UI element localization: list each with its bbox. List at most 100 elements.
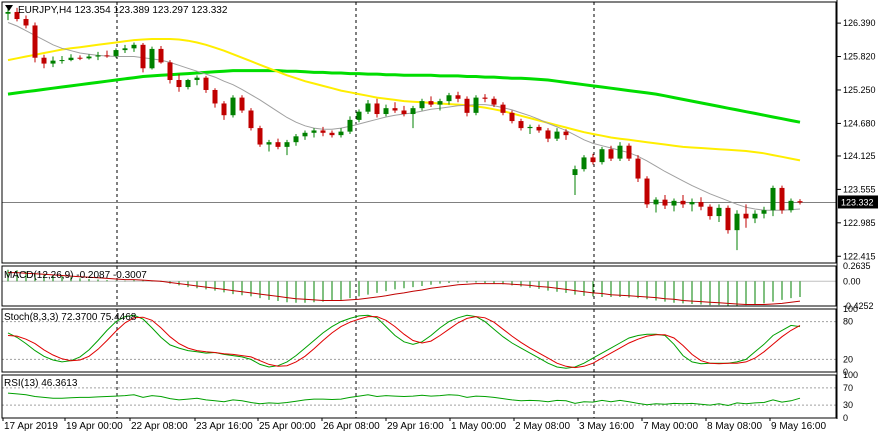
time-tick-label: 3 May 16:00 xyxy=(579,421,634,432)
ma-slow-line xyxy=(7,69,801,124)
time-tick-label: 23 Apr 16:00 xyxy=(196,421,253,432)
candle-body xyxy=(77,57,83,59)
stochastic-panel[interactable] xyxy=(2,309,836,372)
candle-body xyxy=(734,213,740,231)
candle-body xyxy=(14,11,20,20)
candle-body xyxy=(32,25,38,58)
candle-body xyxy=(662,199,668,206)
candle-body xyxy=(536,126,542,131)
candle-body xyxy=(140,44,146,69)
candle-body xyxy=(311,130,317,133)
candle-body xyxy=(131,44,137,49)
time-tick-label: 26 Apr 08:00 xyxy=(323,421,380,432)
candle-body xyxy=(230,97,236,116)
candle-body xyxy=(293,136,299,143)
rsi-tick-label: 30 xyxy=(843,400,853,410)
candle-body xyxy=(509,112,515,122)
candle-body xyxy=(518,121,524,129)
candle-body xyxy=(752,213,758,219)
candle-body xyxy=(221,103,227,116)
rsi-panel[interactable] xyxy=(2,375,836,418)
candle-body xyxy=(635,158,641,179)
candle-body xyxy=(779,187,785,211)
time-tick-label: 8 May 08:00 xyxy=(707,421,762,432)
panel-frame-macd xyxy=(1,265,837,307)
candle-body xyxy=(491,98,497,105)
price-tick-label: 125.820 xyxy=(843,52,876,62)
candle-body xyxy=(185,80,191,88)
candle-body xyxy=(500,104,506,113)
candle-body xyxy=(41,57,47,64)
stoch-tick-label: 0 xyxy=(843,367,848,377)
candle-body xyxy=(176,80,182,88)
candle-body xyxy=(86,56,92,59)
rsi-label: RSI(13) 46.3613 xyxy=(4,378,78,389)
candle-body xyxy=(329,132,335,136)
price-panel[interactable] xyxy=(2,2,836,263)
current-price-box xyxy=(838,195,878,209)
candle-body xyxy=(464,98,470,113)
rsi-tick-label: 70 xyxy=(843,383,853,393)
price-tick-label: 125.250 xyxy=(843,85,876,95)
candle-body xyxy=(788,200,794,211)
candle-body xyxy=(545,130,551,139)
candle-body xyxy=(347,119,353,132)
candle-body xyxy=(50,60,56,64)
macd-tick-label: -0.4252 xyxy=(843,301,874,311)
candle-body xyxy=(302,132,308,137)
candle-body xyxy=(410,108,416,115)
rsi-line xyxy=(7,392,801,407)
candle-body xyxy=(644,178,650,205)
candle-body xyxy=(158,48,164,63)
time-tick-label: 17 Apr 2019 xyxy=(4,421,58,432)
stoch-signal-line xyxy=(7,316,801,369)
panel-frame-rsi xyxy=(1,374,837,419)
macd-label: MACD(12,26,9) -0.2087 -0.3007 xyxy=(4,270,147,281)
candle-body xyxy=(689,202,695,205)
panel-frame-stoch xyxy=(1,308,837,373)
candle-body xyxy=(761,210,767,214)
panel-frame-main xyxy=(1,1,837,264)
stoch-tick-label: 80 xyxy=(843,317,853,327)
candle-body xyxy=(554,131,560,139)
time-tick-label: 9 May 16:00 xyxy=(771,421,826,432)
candle-body xyxy=(239,97,245,111)
price-axis: 126.390 125.820 125.250 124.680 124.125 123.5… xyxy=(5,5,878,423)
candle-body xyxy=(608,149,614,159)
candle-body xyxy=(617,145,623,159)
candle-body xyxy=(392,108,398,111)
candle-body xyxy=(743,213,749,219)
candle-body xyxy=(572,169,578,176)
candle-body xyxy=(680,200,686,205)
time-tick-label: 7 May 00:00 xyxy=(643,421,698,432)
candle-body xyxy=(401,110,407,115)
candle-body xyxy=(248,110,254,129)
candle-body xyxy=(365,103,371,112)
time-tick-label: 29 Apr 16:00 xyxy=(387,421,444,432)
macd-panel[interactable] xyxy=(2,266,836,306)
price-tick-label: 124.680 xyxy=(843,118,876,128)
symbol-menu-icon xyxy=(5,5,13,11)
candle-body xyxy=(104,55,110,57)
stoch-tick-label: 20 xyxy=(843,354,853,364)
macd-tick-label: 0.00 xyxy=(843,276,861,286)
price-tick-label: 126.390 xyxy=(843,18,876,28)
candle-body xyxy=(5,11,11,14)
candle-body xyxy=(212,89,218,104)
candle-body xyxy=(653,199,659,205)
candle-body xyxy=(428,101,434,105)
candle-body xyxy=(338,131,344,136)
time-tick-label: 22 Apr 08:00 xyxy=(131,421,188,432)
price-tick-label: 123.555 xyxy=(843,184,876,194)
candle-body xyxy=(455,95,461,99)
stoch-tick-label: 100 xyxy=(843,304,858,314)
rsi-tick-label: 100 xyxy=(843,370,858,380)
candle-body xyxy=(563,131,569,136)
candle-body xyxy=(716,207,722,217)
candle-body xyxy=(626,145,632,159)
candle-body xyxy=(527,126,533,129)
candle-body xyxy=(437,101,443,105)
candle-body xyxy=(797,201,803,203)
candle-body xyxy=(203,77,209,90)
